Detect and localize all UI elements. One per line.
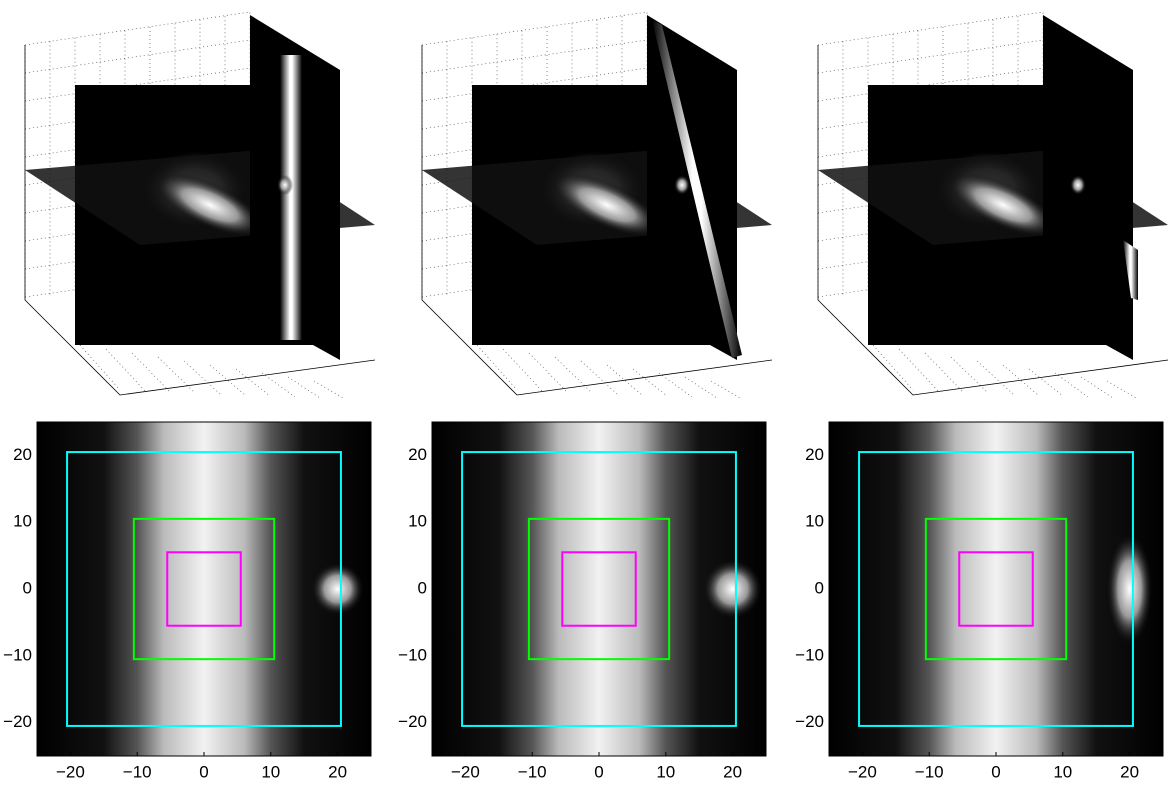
y-tick-label: 20 bbox=[805, 445, 824, 464]
y-tick-label: 10 bbox=[13, 512, 32, 531]
grid-dot bbox=[818, 40, 1043, 73]
grid-dot bbox=[873, 345, 913, 390]
grid-dot bbox=[899, 349, 938, 391]
x-tick-label: 20 bbox=[1120, 762, 1139, 781]
y-tick-label: −10 bbox=[3, 645, 32, 664]
x-tick-label: −20 bbox=[56, 762, 85, 781]
grid-dot bbox=[477, 345, 517, 390]
y-tick-label: 0 bbox=[815, 578, 824, 597]
x-tick-label: 0 bbox=[991, 762, 1000, 781]
image-panel: −20 −10 0 10 20 −20 −10 0 10 20 bbox=[795, 422, 1163, 781]
grid-dot bbox=[659, 373, 692, 397]
slice-spot bbox=[277, 175, 293, 195]
x-tick-label: −20 bbox=[451, 762, 480, 781]
image-blob bbox=[703, 559, 763, 619]
x-tick-label: 0 bbox=[199, 762, 208, 781]
grid-dot bbox=[925, 353, 963, 392]
grid-dot bbox=[633, 369, 667, 396]
grid-dot bbox=[711, 381, 742, 399]
y-tick-label: 20 bbox=[13, 445, 32, 464]
x-tick-label: 20 bbox=[723, 762, 742, 781]
grid-dot bbox=[977, 361, 1013, 394]
grid-dot bbox=[106, 349, 145, 391]
grid-dot bbox=[236, 369, 270, 396]
y-tick-label: −10 bbox=[398, 645, 427, 664]
y-tick-label: 20 bbox=[408, 445, 427, 464]
grid-dot bbox=[314, 381, 345, 399]
slice-view bbox=[818, 12, 1168, 399]
y-tick-label: −10 bbox=[795, 645, 824, 664]
grid-dot bbox=[529, 353, 567, 392]
grid-dot bbox=[80, 345, 120, 390]
slice-view bbox=[422, 12, 772, 399]
image-panel: −20 −10 0 10 20 −20 −10 0 10 20 bbox=[398, 422, 766, 781]
x-tick-label: −10 bbox=[123, 762, 152, 781]
image bbox=[432, 422, 766, 756]
image bbox=[37, 422, 371, 756]
figure: −20 −10 0 10 20 −20 −10 0 10 20 −20 −10 0 10 20 −20 −10 0… bbox=[0, 0, 1170, 787]
grid-dot bbox=[132, 353, 170, 392]
image-panel: −20 −10 0 10 20 −20 −10 0 10 20 bbox=[3, 422, 371, 781]
y-tick-label: −20 bbox=[398, 712, 427, 731]
grid-dot bbox=[1081, 377, 1113, 398]
slice-spot bbox=[674, 175, 690, 195]
grid-dot bbox=[581, 361, 617, 394]
grid-dot bbox=[184, 361, 220, 394]
x-tick-label: 10 bbox=[261, 762, 280, 781]
x-tick-label: −20 bbox=[848, 762, 877, 781]
y-tick-label: −20 bbox=[795, 712, 824, 731]
slice-view bbox=[25, 12, 375, 399]
slice-stripe bbox=[280, 55, 302, 340]
grid-dot bbox=[1029, 369, 1063, 396]
slice-spot bbox=[1070, 175, 1086, 195]
grid-dot bbox=[288, 377, 320, 398]
x-tick-label: 10 bbox=[656, 762, 675, 781]
y-tick-label: 0 bbox=[23, 578, 32, 597]
grid-dot bbox=[262, 373, 295, 397]
grid-dot bbox=[25, 12, 250, 45]
image bbox=[829, 422, 1163, 756]
slice-vertical bbox=[1043, 15, 1133, 360]
y-tick-label: −20 bbox=[3, 712, 32, 731]
x-tick-label: 0 bbox=[594, 762, 603, 781]
grid-dot bbox=[503, 349, 542, 391]
grid-dot bbox=[685, 377, 717, 398]
image-blob bbox=[311, 562, 364, 615]
image-blob bbox=[1106, 532, 1153, 646]
x-tick-label: 20 bbox=[328, 762, 347, 781]
grid-dot bbox=[25, 40, 250, 73]
y-tick-label: 10 bbox=[805, 512, 824, 531]
slice-views bbox=[25, 12, 1168, 399]
y-tick-label: 0 bbox=[418, 578, 427, 597]
x-tick-label: −10 bbox=[518, 762, 547, 781]
grid-dot bbox=[1107, 381, 1138, 399]
grid-dot bbox=[422, 12, 647, 45]
x-tick-label: −10 bbox=[915, 762, 944, 781]
grid-dot bbox=[818, 12, 1043, 45]
grid-dot bbox=[1055, 373, 1088, 397]
x-tick-label: 10 bbox=[1053, 762, 1072, 781]
grid-dot bbox=[422, 40, 647, 73]
y-tick-label: 10 bbox=[408, 512, 427, 531]
